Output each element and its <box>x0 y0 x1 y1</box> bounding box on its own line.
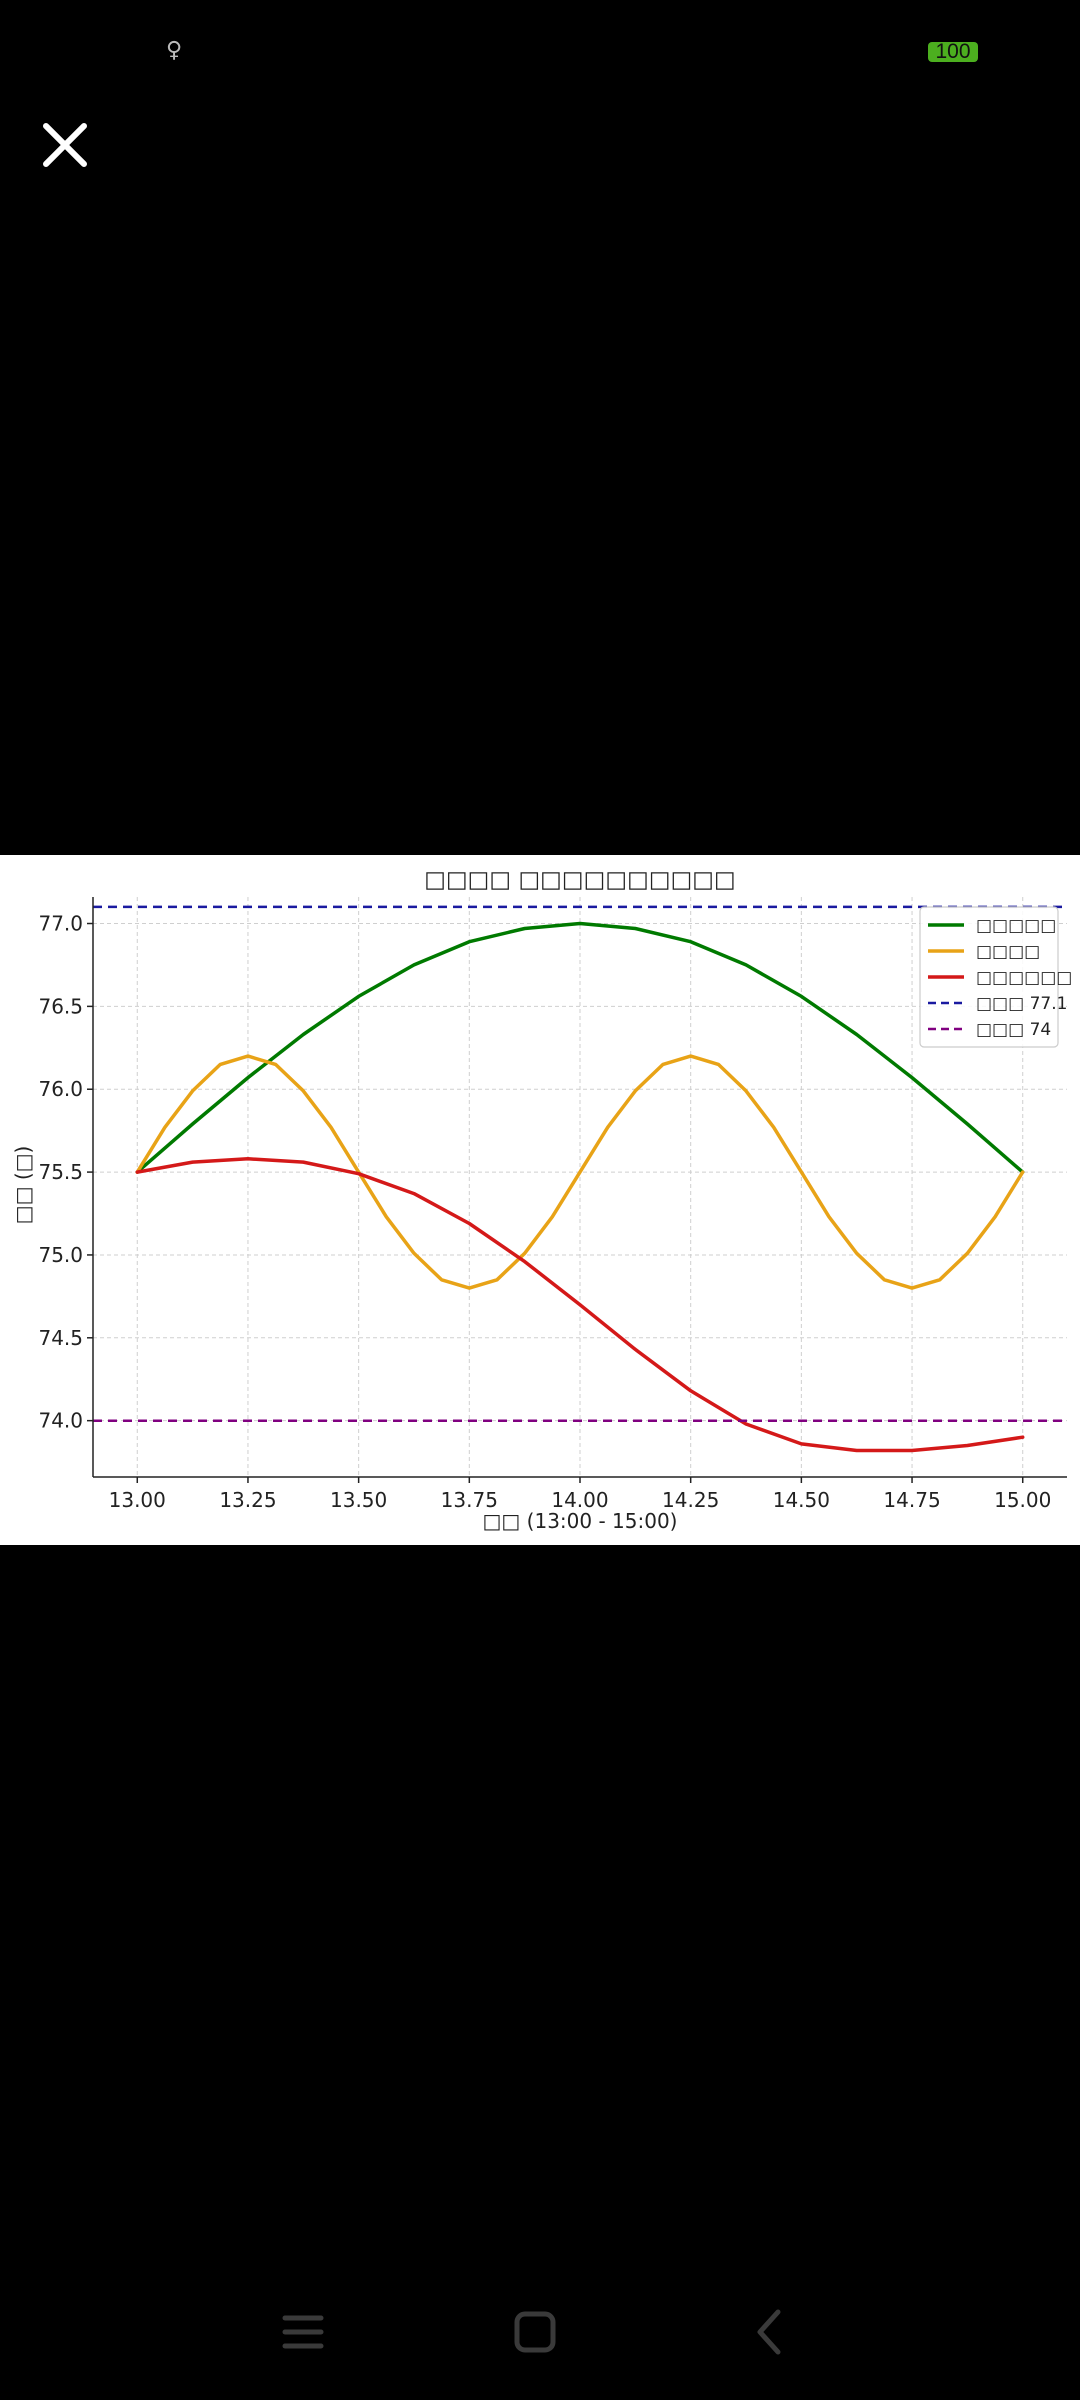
x-axis-label: □□ (13:00 - 15:00) <box>483 1509 678 1533</box>
person-outline-icon: ♀ <box>166 38 183 63</box>
chart-image: 13.00 13.25 13.50 13.75 14.00 14.25 14.50 14.75… <box>0 855 1080 1545</box>
x-tick-label: 13.75 <box>441 1488 498 1512</box>
y-tick-label: 76.0 <box>38 1077 83 1101</box>
back-button[interactable] <box>740 2302 800 2362</box>
legend-label: □□□□□ <box>976 916 1056 936</box>
y-tick-label: 74.5 <box>38 1326 83 1350</box>
x-tick-label: 13.25 <box>219 1488 276 1512</box>
y-tick-label: 75.5 <box>38 1160 83 1184</box>
y-axis-label: □□ (□) <box>11 1146 35 1225</box>
home-icon <box>514 2311 556 2353</box>
chart-title: □□□□ □□□□□□□□□□ <box>424 867 736 893</box>
legend-label: □□□ 77.1 <box>976 994 1067 1014</box>
battery-indicator: 100 <box>928 41 978 62</box>
legend-label: □□□□□□ <box>976 968 1072 988</box>
menu-icon <box>282 2315 324 2349</box>
x-tick-label: 14.25 <box>662 1488 719 1512</box>
x-tick-label: 15.00 <box>994 1488 1051 1512</box>
close-button[interactable] <box>36 116 94 174</box>
legend-label: □□□ 74 <box>976 1020 1051 1040</box>
series-line-2 <box>135 1157 1025 1453</box>
navigation-bar <box>0 2290 1080 2380</box>
home-button[interactable] <box>505 2302 565 2362</box>
line-chart: 13.00 13.25 13.50 13.75 14.00 14.25 14.50 14.75… <box>11 867 1072 1533</box>
chart-legend: □□□□□□□□□□□□□□□□□□ 77.1□□□ 74 <box>919 906 1072 1048</box>
menu-button[interactable] <box>273 2302 333 2362</box>
legend-label: □□□□ <box>976 942 1040 962</box>
x-tick-label: 14.50 <box>773 1488 830 1512</box>
legend-box <box>919 906 1059 1048</box>
x-tick-label: 13.50 <box>330 1488 387 1512</box>
back-icon <box>757 2309 781 2355</box>
close-icon <box>43 123 87 167</box>
x-tick-label: 14.00 <box>551 1488 608 1512</box>
series-line-0 <box>135 921 1025 1174</box>
y-tick-label: 77.0 <box>38 912 83 936</box>
chart-series <box>93 905 1067 1453</box>
x-tick-label: 14.75 <box>883 1488 940 1512</box>
x-tick-label: 13.00 <box>109 1488 166 1512</box>
series-line-1 <box>135 1054 1025 1290</box>
y-tick-label: 75.0 <box>38 1243 83 1267</box>
chart-axes: 13.00 13.25 13.50 13.75 14.00 14.25 14.50 14.75… <box>38 897 1067 1512</box>
y-tick-label: 76.5 <box>38 994 83 1018</box>
y-tick-label: 74.0 <box>38 1409 83 1433</box>
status-bar: ♀ 100 <box>0 0 1080 90</box>
